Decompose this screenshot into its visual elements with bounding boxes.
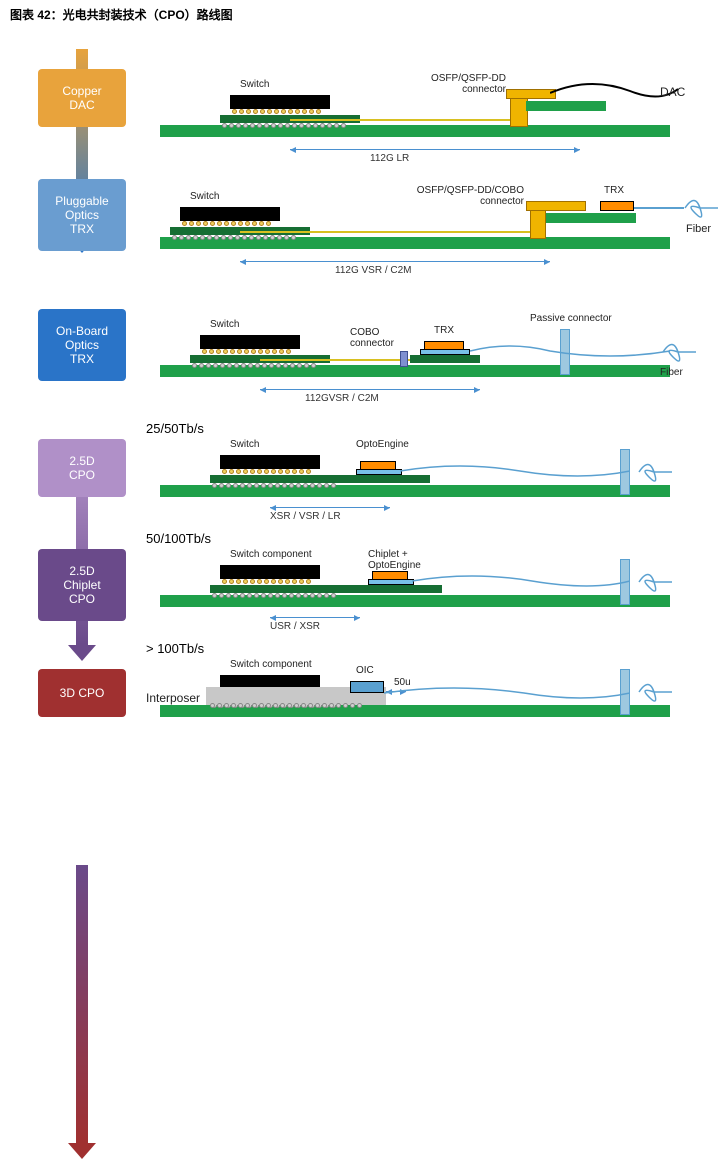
switch-label: Switch [230, 439, 259, 450]
opto-base [368, 579, 414, 585]
oic-module [350, 681, 384, 693]
dim-label: 112G VSR / C2M [335, 265, 412, 276]
switch-chip [220, 565, 320, 579]
throughput-label: > 100Tb/s [146, 641, 204, 656]
dim-line [240, 261, 550, 262]
row-cpo25d: 25/50Tb/sSwitchOptoEngine XSR / VSR / LR [140, 427, 715, 527]
dim-line [290, 149, 580, 150]
cobo-label: COBO connector [350, 327, 394, 349]
switch-label: Switch [240, 79, 269, 90]
trace [240, 231, 540, 233]
trx-pcb [546, 213, 636, 223]
throughput-label: 50/100Tb/s [146, 531, 211, 546]
trx-label: TRX [434, 325, 454, 336]
connector-label: OSFP/QSFP-DD connector [420, 73, 506, 95]
switch-label: Switch component [230, 659, 312, 670]
switch-chip [200, 335, 300, 349]
shared-substrate [210, 585, 442, 593]
substrate-balls [192, 363, 316, 369]
trx-base [420, 349, 470, 355]
stage-5: 3D CPO [38, 669, 126, 717]
substrate-balls [212, 593, 336, 599]
stage-4: 2.5D Chiplet CPO [38, 549, 126, 621]
passive-label: Passive connector [530, 313, 612, 324]
fiber-curl-icon [680, 193, 720, 223]
shared-substrate [210, 475, 430, 483]
fiber-path [412, 569, 630, 595]
stage-1: Pluggable Optics TRX [38, 179, 126, 251]
opto-label: Chiplet + OptoEngine [368, 549, 421, 571]
fiber-line [634, 207, 684, 209]
roadmap-diagram: Copper DAC Pluggable Optics TRX On-Board O… [0, 29, 725, 719]
interposer-label: Interposer [146, 691, 200, 705]
fiber-label: Fiber [660, 367, 683, 378]
switch-label: Switch [210, 319, 239, 330]
figure-title: 图表 42：光电共封装技术（CPO）路线图 [0, 0, 725, 29]
dim-label: USR / XSR [270, 621, 320, 632]
fiber-path [400, 459, 630, 485]
fiber-label: Fiber [686, 223, 711, 235]
fiber-path [384, 681, 630, 707]
stage-2: On-Board Optics TRX [38, 309, 126, 381]
trx-label: TRX [604, 185, 624, 196]
trace [290, 119, 520, 121]
stage-0: Copper DAC [38, 69, 126, 127]
opto-label: OptoEngine [356, 439, 409, 450]
switch-label: Switch [190, 191, 219, 202]
switch-chip [230, 95, 330, 109]
conn-pcb [526, 101, 606, 111]
row-cpo3d: > 100Tb/sSwitch componentInterposerOIC50… [140, 647, 715, 747]
fiber-path [470, 337, 680, 367]
dim-line [260, 389, 480, 390]
substrate-balls [222, 123, 346, 129]
interposer-balls [210, 703, 362, 709]
row-cpo25dchiplet: 50/100Tb/sSwitch componentChiplet + Opto… [140, 537, 715, 637]
dac-label: DAC [660, 85, 685, 99]
trx-module [600, 201, 634, 211]
fiber-curl-icon [634, 457, 674, 487]
cobo-connector [400, 351, 408, 367]
stage-3: 2.5D CPO [38, 439, 126, 497]
substrate-balls [172, 235, 296, 241]
fiber-curl-icon [658, 337, 698, 367]
switch-label: Switch component [230, 549, 312, 560]
oic-label: OIC [356, 665, 374, 676]
throughput-label: 25/50Tb/s [146, 421, 204, 436]
switch-chip [180, 207, 280, 221]
fiber-curl-icon [634, 677, 674, 707]
substrate-balls [212, 483, 336, 489]
dim-line [270, 507, 390, 508]
arrow-segment-2 [68, 865, 96, 1159]
dim-label: 112GVSR / C2M [305, 393, 379, 404]
connector-top [506, 89, 556, 99]
opto-base [356, 469, 402, 475]
dim-label: XSR / VSR / LR [270, 511, 341, 522]
dim-line [270, 617, 360, 618]
fiber-curl-icon [634, 567, 674, 597]
row-pluggable: Switch OSFP/QSFP-DD/COBO connector TRX Fib… [140, 179, 715, 279]
dim-label: 112G LR [370, 153, 409, 164]
connector-top [526, 201, 586, 211]
row-onboard: Switch COBO connector TRX Passive connector… [140, 307, 715, 407]
switch-chip [220, 455, 320, 469]
connector-label: OSFP/QSFP-DD/COBO connector [390, 185, 524, 207]
row-dac: Switch OSFP/QSFP-DD connector DAC 112G LR [140, 67, 715, 167]
